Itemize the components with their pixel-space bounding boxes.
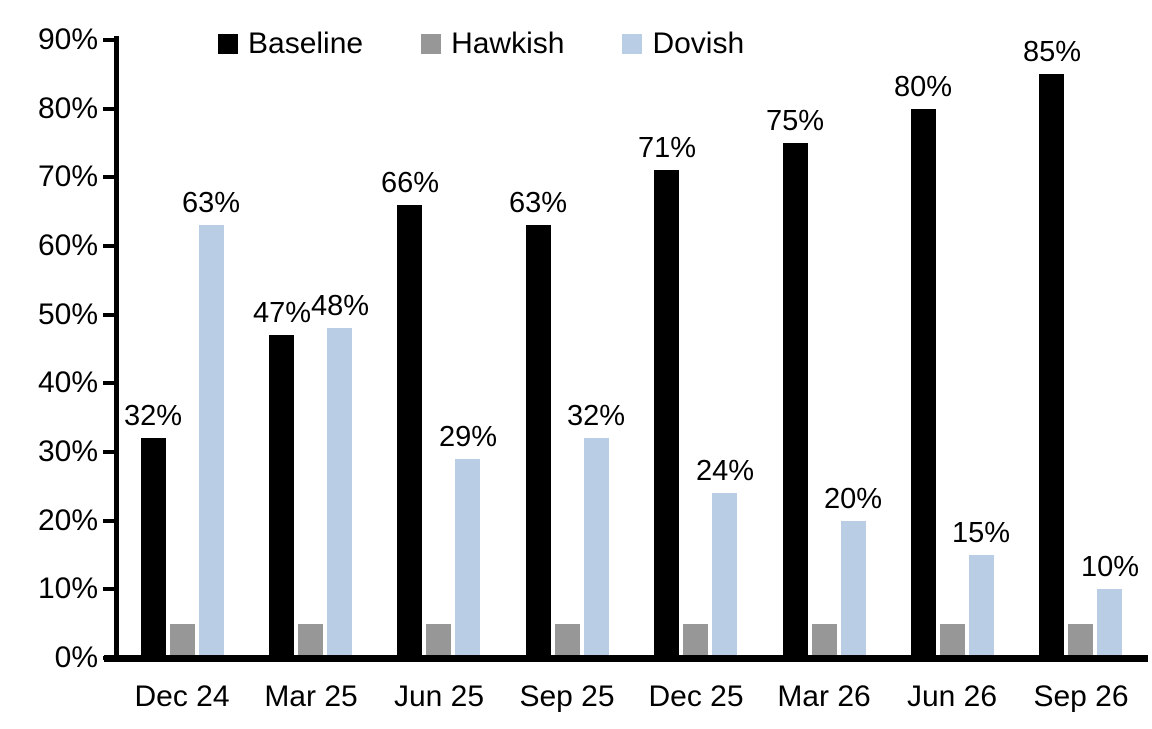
y-axis-tick-label: 60% [37,229,98,262]
bar-label-baseline-sep-25: 63% [508,187,568,219]
bar-baseline-jun-26 [911,109,936,658]
legend-swatch-dovish-icon [622,34,643,54]
bar-label-dovish-mar-26: 20% [823,483,883,515]
y-axis-tick-label: 90% [37,23,98,56]
chart-legend: Baseline Hawkish Dovish [218,27,744,61]
y-axis-tick [103,38,116,42]
y-axis-tick-label: 50% [37,298,98,331]
y-axis-tick-label: 0% [54,641,98,674]
x-axis-category-label: Dec 25 [648,680,744,713]
bar-label-dovish-dec-25: 24% [695,455,755,487]
bar-label-baseline-jun-26: 80% [893,71,953,103]
bar-label-dovish-sep-26: 10% [1080,551,1140,583]
legend-item-baseline: Baseline [218,27,363,61]
x-axis-category-label: Jun 25 [393,680,485,713]
y-axis-tick-label: 70% [37,160,98,193]
y-axis-tick [103,175,116,179]
bar-label-dovish-jun-26: 15% [951,517,1011,549]
x-axis-category-label: Dec 24 [134,680,230,713]
y-axis-tick [103,381,116,385]
bar-label-baseline-dec-25: 71% [637,132,697,164]
bar-hawkish-dec-24 [170,624,195,658]
bar-dovish-sep-26 [1097,589,1122,658]
x-axis-category-label: Sep 25 [519,680,615,713]
bar-label-baseline-mar-26: 75% [765,105,825,137]
x-axis-category-label: Mar 25 [264,680,358,713]
legend-label: Dovish [652,27,745,60]
bar-dovish-jun-25 [455,459,480,658]
y-axis-tick [103,519,116,523]
bar-baseline-sep-26 [1039,74,1064,658]
y-axis-tick [103,107,116,111]
x-axis-category-label: Sep 26 [1033,680,1129,713]
bar-dovish-sep-25 [584,438,609,658]
bar-dovish-dec-24 [199,225,224,658]
bar-label-dovish-sep-25: 32% [566,400,626,432]
bar-dovish-dec-25 [712,493,737,658]
y-axis-tick-label: 30% [37,435,98,468]
bar-label-dovish-jun-25: 29% [438,421,498,453]
legend-item-dovish: Dovish [622,27,744,61]
y-axis-tick-label: 10% [37,572,98,605]
bar-baseline-mar-26 [783,143,808,658]
bar-baseline-dec-25 [654,170,679,658]
x-axis-category-label: Mar 26 [777,680,871,713]
bar-hawkish-sep-26 [1068,624,1093,658]
bar-label-baseline-dec-24: 32% [123,400,183,432]
y-axis-tick [103,587,116,591]
legend-swatch-hawkish-icon [421,34,442,54]
y-axis-tick-label: 80% [37,92,98,125]
bar-hawkish-dec-25 [683,624,708,658]
bar-label-baseline-sep-26: 85% [1022,36,1082,68]
bar-dovish-mar-25 [327,328,352,658]
bar-label-baseline-jun-25: 66% [380,167,440,199]
legend-swatch-baseline-icon [218,34,238,54]
bar-hawkish-jun-25 [426,624,451,658]
bar-hawkish-mar-25 [298,624,323,658]
legend-item-hawkish: Hawkish [421,27,564,61]
bar-label-dovish-dec-24: 63% [181,187,241,219]
y-axis-line [114,36,119,662]
bar-label-baseline-mar-25: 47% [252,297,312,329]
bar-baseline-sep-25 [526,225,551,658]
legend-label: Baseline [248,27,364,60]
y-axis-tick [103,450,116,454]
bar-hawkish-sep-25 [555,624,580,658]
y-axis-tick [103,313,116,317]
bar-dovish-jun-26 [969,555,994,658]
y-axis-tick [103,244,116,248]
bar-baseline-mar-25 [269,335,294,658]
x-axis-line [104,655,1148,662]
bar-baseline-jun-25 [397,205,422,658]
bar-hawkish-mar-26 [812,624,837,658]
legend-label: Hawkish [451,27,565,60]
x-axis-category-label: Jun 26 [906,680,998,713]
bar-hawkish-jun-26 [940,624,965,658]
bar-dovish-mar-26 [841,521,866,658]
bar-baseline-dec-24 [141,438,166,658]
y-axis-tick-label: 40% [37,366,98,399]
bar-label-dovish-mar-25: 48% [310,290,370,322]
y-axis-tick-label: 20% [37,504,98,537]
